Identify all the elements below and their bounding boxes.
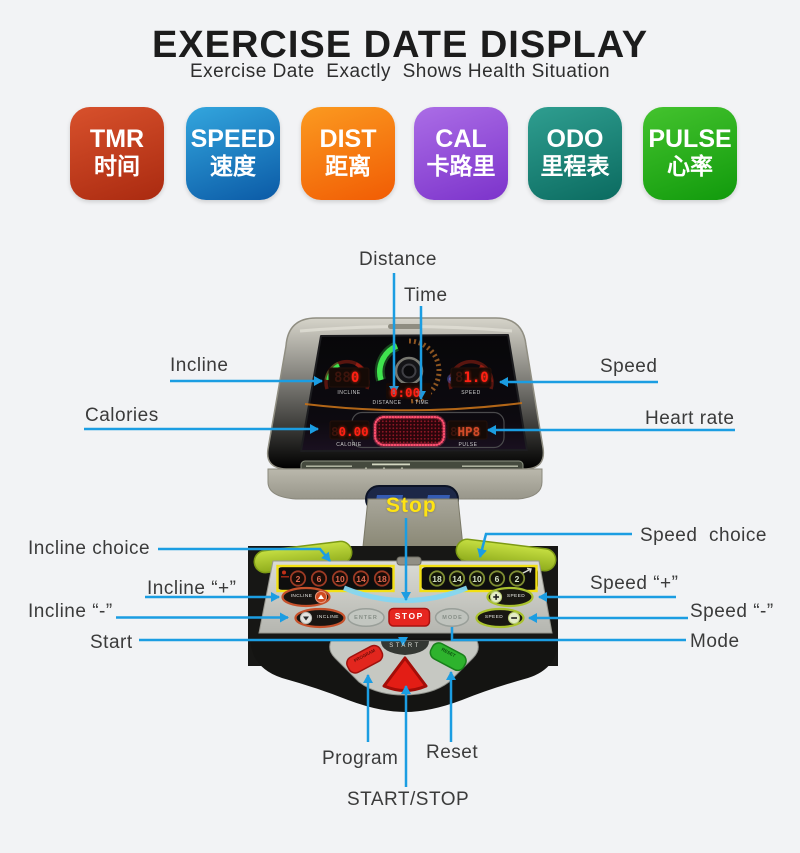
enter-button-label: ENTER bbox=[354, 614, 378, 621]
reset-button[interactable] bbox=[428, 640, 469, 672]
page-title: EXERCISE DATE DISPLAY bbox=[151, 24, 649, 66]
badge-pulse: PULSE 心率 bbox=[643, 107, 737, 200]
callout-distance: Distance bbox=[359, 249, 437, 270]
callout-program: Program bbox=[322, 748, 399, 769]
incline-gauge bbox=[324, 359, 370, 390]
stop-button-label: STOP bbox=[394, 611, 424, 621]
program-button[interactable] bbox=[344, 643, 385, 675]
quick-speed-keys[interactable] bbox=[428, 570, 526, 587]
badge-calories: CAL 卡路里 bbox=[414, 107, 508, 200]
badge-odometer: ODO 里程表 bbox=[528, 107, 622, 200]
callout-incline: Incline bbox=[170, 355, 229, 376]
mode-button[interactable] bbox=[434, 608, 470, 627]
distance-display-label: DISTANCE bbox=[372, 400, 402, 406]
bezel-vent bbox=[388, 324, 422, 329]
callout-mode: Mode bbox=[690, 631, 740, 652]
start-label-band bbox=[381, 641, 429, 655]
callout-lines bbox=[84, 273, 735, 787]
speed-key-10[interactable]: 10 bbox=[472, 574, 482, 584]
callout-speed-plus: Speed “+” bbox=[590, 573, 679, 594]
speed-choice-callout-line bbox=[477, 532, 632, 558]
incline-key-10[interactable]: 10 bbox=[335, 574, 345, 584]
mode-button-label: MODE bbox=[442, 614, 463, 621]
deck-slot bbox=[396, 556, 422, 566]
time-display-label: TIME bbox=[415, 400, 429, 406]
pulse-value-display: 8HP8 bbox=[450, 423, 481, 439]
incline-down-button[interactable] bbox=[294, 607, 346, 629]
incline-key-14[interactable]: 14 bbox=[356, 574, 366, 584]
callout-start: Start bbox=[90, 632, 133, 653]
callout-calories: Calories bbox=[85, 405, 159, 426]
page-subtitle: Exercise Date Exactly Shows Health Situa… bbox=[189, 61, 611, 82]
distance-time-value-display: 0:00 bbox=[390, 384, 421, 400]
badge-calories-en: CAL bbox=[435, 124, 487, 153]
callout-speed-minus: Speed “-” bbox=[690, 601, 774, 622]
badge-timer-zh: 时间 bbox=[94, 153, 140, 180]
badge-odometer-en: ODO bbox=[546, 124, 604, 153]
badge-distance-zh: 距离 bbox=[325, 153, 371, 180]
badge-distance: DIST 距离 bbox=[301, 107, 395, 200]
speed-down-button[interactable] bbox=[475, 607, 525, 629]
callout-speed: Speed bbox=[600, 356, 658, 377]
speed-key-18[interactable]: 18 bbox=[432, 574, 442, 584]
badge-speed: SPEED 速度 bbox=[186, 107, 280, 200]
badge-timer-en: TMR bbox=[89, 124, 145, 153]
badge-calories-zh: 卡路里 bbox=[426, 153, 496, 180]
speed-gauge bbox=[447, 359, 494, 390]
incline-key-6[interactable]: 6 bbox=[316, 574, 322, 584]
mode-callout-line bbox=[450, 627, 686, 642]
calorie-value-display: 80.00 bbox=[331, 423, 369, 439]
start-callout-line bbox=[139, 637, 408, 646]
badge-pulse-en: PULSE bbox=[648, 124, 732, 153]
speed-display-label: SPEED bbox=[461, 389, 481, 396]
start-band-label: START bbox=[389, 642, 421, 649]
enter-button[interactable] bbox=[347, 608, 385, 627]
badge-distance-en: DIST bbox=[319, 124, 377, 153]
pulse-display-label: PULSE bbox=[458, 441, 478, 448]
badge-speed-en: SPEED bbox=[190, 124, 276, 153]
badge-pulse-zh: 心率 bbox=[667, 153, 713, 180]
callout-incline-plus: Incline “+” bbox=[147, 578, 237, 599]
callout-incline-minus: Incline “-” bbox=[28, 601, 113, 622]
incline-down-button-label: INCLINE bbox=[317, 615, 339, 620]
speed-down-button-label: SPEED bbox=[484, 615, 504, 620]
incline-choice-highlight-box bbox=[276, 564, 395, 593]
amber-separator-line bbox=[304, 402, 523, 412]
speed-up-button[interactable] bbox=[486, 586, 534, 608]
calorie-display-label: CALORIE bbox=[336, 441, 362, 448]
speed-key-14[interactable]: 14 bbox=[452, 574, 462, 584]
callout-heart-rate: Heart rate bbox=[645, 408, 735, 429]
badge-odometer-zh: 里程表 bbox=[540, 153, 610, 180]
callout-time: Time bbox=[404, 285, 448, 306]
incline-key-18[interactable]: 18 bbox=[377, 574, 387, 584]
speed-up-button-label: SPEED bbox=[506, 594, 526, 599]
incline-up-button-label: INCLINE bbox=[290, 594, 313, 599]
speed-key-2[interactable]: 2 bbox=[514, 574, 520, 584]
dot-matrix-display bbox=[372, 414, 447, 448]
quick-incline-keys[interactable] bbox=[289, 570, 391, 587]
badge-timer: TMR 时间 bbox=[70, 107, 164, 200]
incline-display-label: INCLINE bbox=[337, 389, 361, 396]
callout-incline-choice: Incline choice bbox=[28, 538, 151, 559]
callout-stop: Stop bbox=[386, 494, 437, 517]
speed-key-6[interactable]: 6 bbox=[494, 574, 500, 584]
speed-value-display: 81.0 bbox=[455, 370, 489, 386]
lower-display-row bbox=[329, 411, 505, 449]
callout-reset: Reset bbox=[426, 742, 479, 763]
badge-speed-zh: 速度 bbox=[210, 153, 256, 180]
callout-speed-choice: Speed choice bbox=[640, 525, 767, 546]
callout-start-stop: START/STOP bbox=[347, 789, 470, 810]
incline-up-button[interactable] bbox=[281, 586, 331, 608]
incline-choice-callout-line bbox=[158, 547, 331, 562]
speed-choice-highlight-box bbox=[419, 564, 538, 593]
incline-value-display: 880 bbox=[334, 370, 360, 386]
stop-button[interactable] bbox=[388, 607, 431, 627]
incline-key-2[interactable]: 2 bbox=[295, 574, 301, 584]
